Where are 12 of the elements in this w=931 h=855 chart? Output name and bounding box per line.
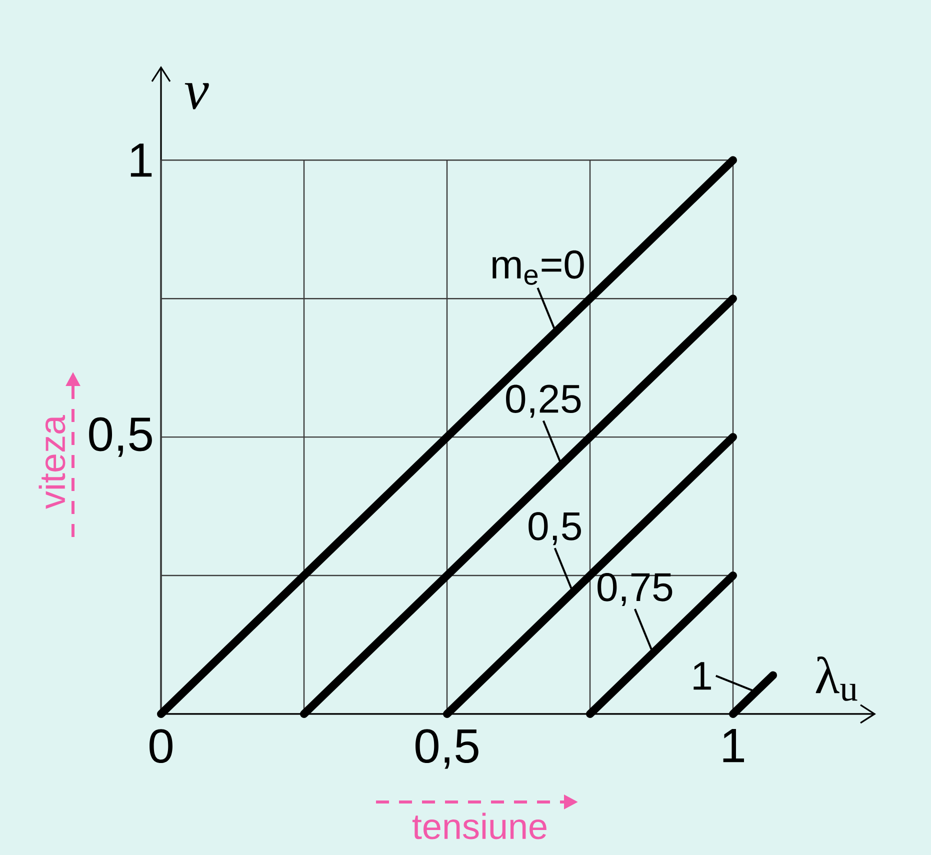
annotation: 0,25 (506, 384, 581, 418)
x-tick-label: 0 (150, 729, 172, 764)
x-tick-label: 0,5 (416, 729, 478, 769)
text: tensiune (412, 812, 546, 840)
annotation: 0,75 (598, 573, 672, 606)
y-axis-title: ν (184, 83, 209, 110)
annotation: m$_{e}$=0 (492, 250, 584, 285)
x-axis-title: λ$_{u}$ (816, 656, 858, 701)
annotation: 1 (694, 662, 711, 690)
text: viteza (38, 414, 66, 509)
x-tick-label: 1 (723, 729, 744, 762)
annotation: 0,5 (528, 512, 581, 546)
